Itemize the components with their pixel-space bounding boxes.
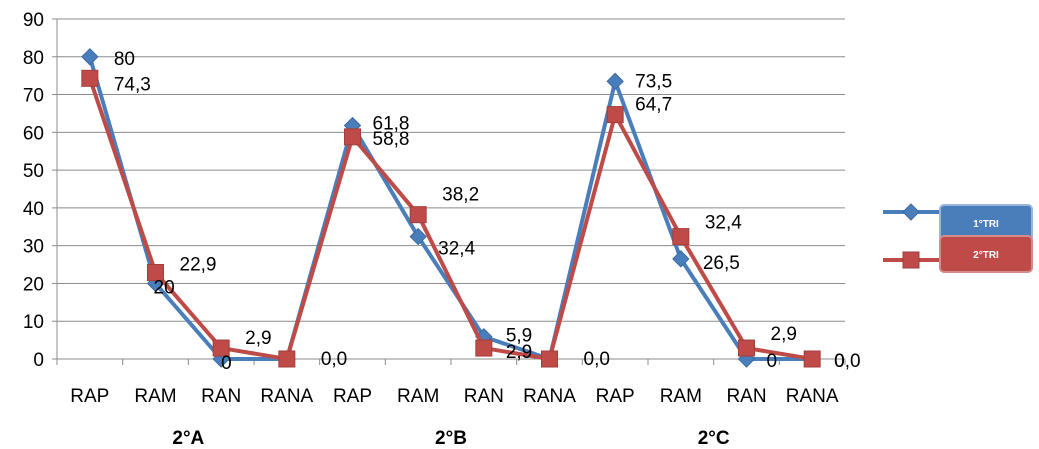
data-point-s2	[541, 350, 558, 368]
data-label-s1: 5,9	[506, 326, 532, 347]
data-label-s2: 64,7	[635, 95, 672, 116]
y-tick-label: 50	[23, 161, 44, 182]
data-point-s2	[606, 106, 624, 124]
data-label-s1: 61,8	[373, 114, 410, 135]
data-label-s2: 0,0	[584, 349, 610, 370]
legend-marker-1	[902, 203, 920, 221]
x-tick-label: RAM	[397, 386, 439, 407]
series-lines	[81, 48, 821, 368]
data-label-s2: 2,9	[245, 328, 271, 349]
y-tick-label: 30	[23, 237, 44, 258]
x-tick-label: RAM	[134, 386, 176, 407]
data-label-s2: 0,0	[321, 349, 347, 370]
data-label-s1: 0	[767, 351, 778, 372]
gridlines	[57, 18, 845, 322]
data-label-s2: 74,3	[114, 74, 151, 95]
data-label-s2: 32,4	[705, 213, 742, 234]
x-tick-label: RANA	[786, 386, 839, 407]
data-point-s1	[606, 72, 624, 91]
x-tick-label: RAN	[464, 386, 504, 407]
data-label-s2: 2,9	[506, 342, 532, 363]
x-tick-label: RAP	[70, 386, 109, 407]
data-label-s2: 2,9	[771, 324, 797, 345]
data-point-s2	[738, 339, 755, 357]
data-label-s1: 26,5	[703, 253, 740, 274]
series-line-1	[87, 56, 813, 361]
legend-marker-2	[902, 251, 920, 269]
data-label-s2: 22,9	[180, 254, 217, 275]
x-tick-label: RAP	[333, 386, 372, 407]
data-point-s2	[475, 339, 493, 357]
data-point-s2	[344, 128, 361, 146]
y-tick-label: 10	[23, 312, 44, 333]
data-label-s1: 73,5	[635, 71, 672, 92]
x-tick-label: RAM	[660, 386, 702, 407]
y-tick-label: 0	[33, 350, 44, 371]
data-point-s1	[81, 48, 99, 66]
x-tick-label: RAP	[596, 386, 635, 407]
data-label-s1: 0	[834, 351, 845, 372]
x-tick-label: RAN	[201, 386, 241, 407]
x-tick-label: RANA	[260, 386, 313, 407]
y-tick-label: 60	[23, 123, 44, 144]
data-label-s1: 32,4	[438, 239, 475, 260]
data-label-s2: 0,0	[834, 351, 860, 372]
y-tick-label: 20	[23, 274, 44, 295]
data-label-s2: 38,2	[442, 185, 479, 206]
data-point-s2	[409, 206, 427, 224]
legend-label-1: 1°TRI	[973, 219, 999, 230]
x-tick-label: RAN	[726, 386, 766, 407]
x-tick-label: RANA	[523, 386, 576, 407]
data-labels: 80 20 0 61,8 32,4 5,9 73,5 26,5 0 0 74,3 22,9 2,9 0,0…	[114, 49, 861, 374]
data-point-s1	[409, 227, 427, 246]
axes: 0 10 20 30 40 50 60 70 80 90 RAP RAM RAN RANA RAP RAM RA…	[23, 10, 846, 449]
y-tick-label: 80	[23, 48, 44, 69]
data-point-s1	[672, 250, 690, 268]
series-line-2	[87, 77, 813, 361]
data-point-s2	[278, 350, 296, 368]
data-label-s1: 80	[114, 49, 135, 70]
data-point-s2	[803, 350, 821, 368]
data-label-s1: 0	[221, 353, 232, 374]
group-label: 2°B	[435, 428, 467, 449]
group-label: 2°C	[698, 428, 730, 449]
legend-label-2: 2°TRI	[973, 250, 999, 261]
data-point-s2	[212, 339, 230, 357]
group-label: 2°A	[172, 428, 204, 449]
y-tick-label: 40	[23, 199, 44, 220]
data-label-s2: 58,8	[373, 129, 410, 150]
data-label-s1: 20	[154, 277, 175, 298]
data-point-s2	[147, 263, 164, 281]
data-point-s2	[672, 228, 690, 246]
y-tick-label: 70	[23, 86, 44, 107]
legend-box-2	[939, 235, 1033, 273]
data-point-s2	[81, 69, 99, 87]
legend: 1°TRI 2°TRI	[883, 203, 1033, 273]
y-tick-label: 90	[23, 10, 44, 31]
